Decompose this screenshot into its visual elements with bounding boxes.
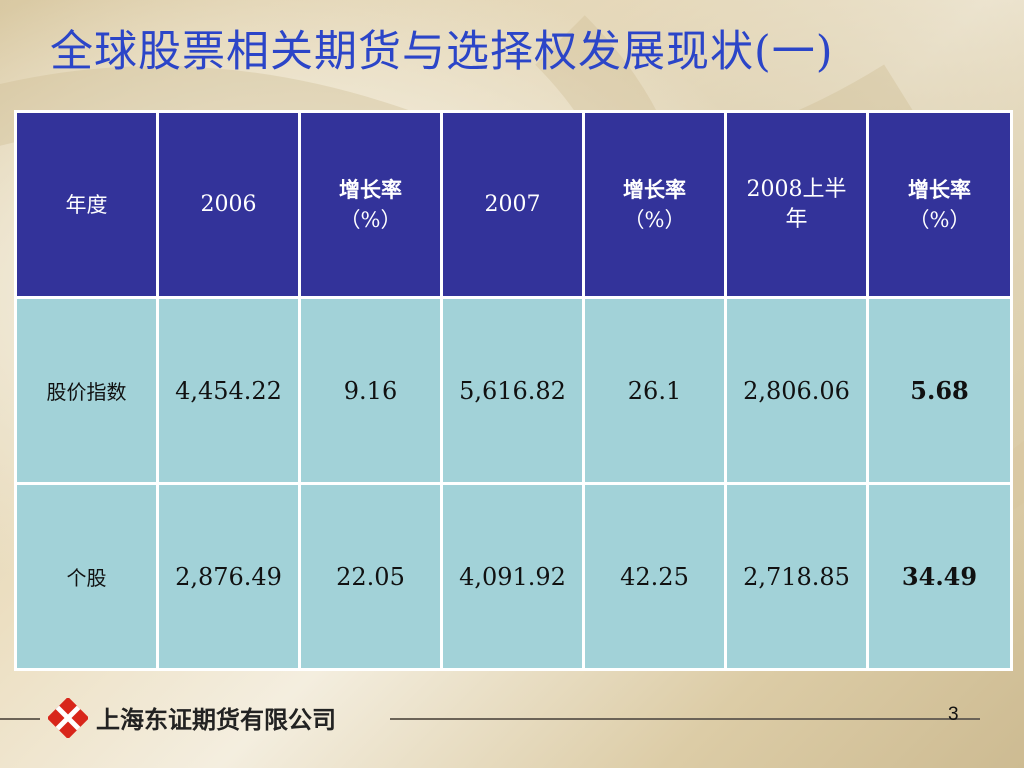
footer-divider-left	[0, 718, 40, 720]
cell-value-2006: 2,876.49	[156, 482, 301, 671]
cell-growth-2006: 22.05	[298, 482, 443, 671]
cell-value-2008-h1: 2,806.06	[724, 296, 869, 485]
header-year-label: 年度	[65, 192, 108, 217]
header-2006: 2006	[156, 110, 301, 299]
table-row: 个股 2,876.49 22.05 4,091.92 42.25 2,718.8…	[14, 482, 1013, 671]
cell-value-2008-h1: 2,718.85	[724, 482, 869, 671]
header-2007-label: 2007	[484, 191, 541, 217]
header-growth-unit: （%）	[623, 207, 686, 232]
header-2008-h1-label: 2008上半	[746, 176, 847, 202]
cell-value-2007: 5,616.82	[440, 296, 585, 485]
header-growth-2008-h1: 增长率 （%）	[866, 110, 1013, 299]
header-growth-unit: （%）	[339, 207, 402, 232]
header-growth-2006: 增长率 （%）	[298, 110, 443, 299]
header-growth-label: 增长率	[339, 176, 402, 202]
cell-value-2006: 4,454.22	[156, 296, 301, 485]
slide-title: 全球股票相关期货与选择权发展现状(一)	[50, 27, 834, 77]
header-2006-label: 2006	[200, 191, 257, 217]
header-growth-2007: 增长率 （%）	[582, 110, 727, 299]
row-label: 股价指数	[14, 296, 159, 485]
cell-growth-2008-h1: 5.68	[866, 296, 1013, 485]
header-year: 年度	[14, 110, 159, 299]
footer-divider-right	[390, 718, 980, 720]
header-growth-unit: （%）	[908, 207, 971, 232]
header-2008-h1: 2008上半 年	[724, 110, 869, 299]
company-name: 上海东证期货有限公司	[96, 706, 336, 734]
header-2008-h1-label-cont: 年	[785, 206, 808, 232]
table-header-row: 年度 2006 增长率 （%） 2007 增长率 （%） 2008上半 年 增长…	[14, 110, 1013, 299]
table-row: 股价指数 4,454.22 9.16 5,616.82 26.1 2,806.0…	[14, 296, 1013, 485]
page-number: 3	[948, 704, 959, 725]
cell-growth-2007: 42.25	[582, 482, 727, 671]
header-2007: 2007	[440, 110, 585, 299]
cell-growth-2007: 26.1	[582, 296, 727, 485]
data-table: 年度 2006 增长率 （%） 2007 增长率 （%） 2008上半 年 增长…	[14, 110, 1013, 671]
company-logo-icon	[46, 696, 90, 740]
cell-growth-2006: 9.16	[298, 296, 443, 485]
header-growth-label: 增长率	[908, 176, 971, 202]
row-label: 个股	[14, 482, 159, 671]
cell-growth-2008-h1: 34.49	[866, 482, 1013, 671]
header-growth-label: 增长率	[623, 176, 686, 202]
cell-value-2007: 4,091.92	[440, 482, 585, 671]
